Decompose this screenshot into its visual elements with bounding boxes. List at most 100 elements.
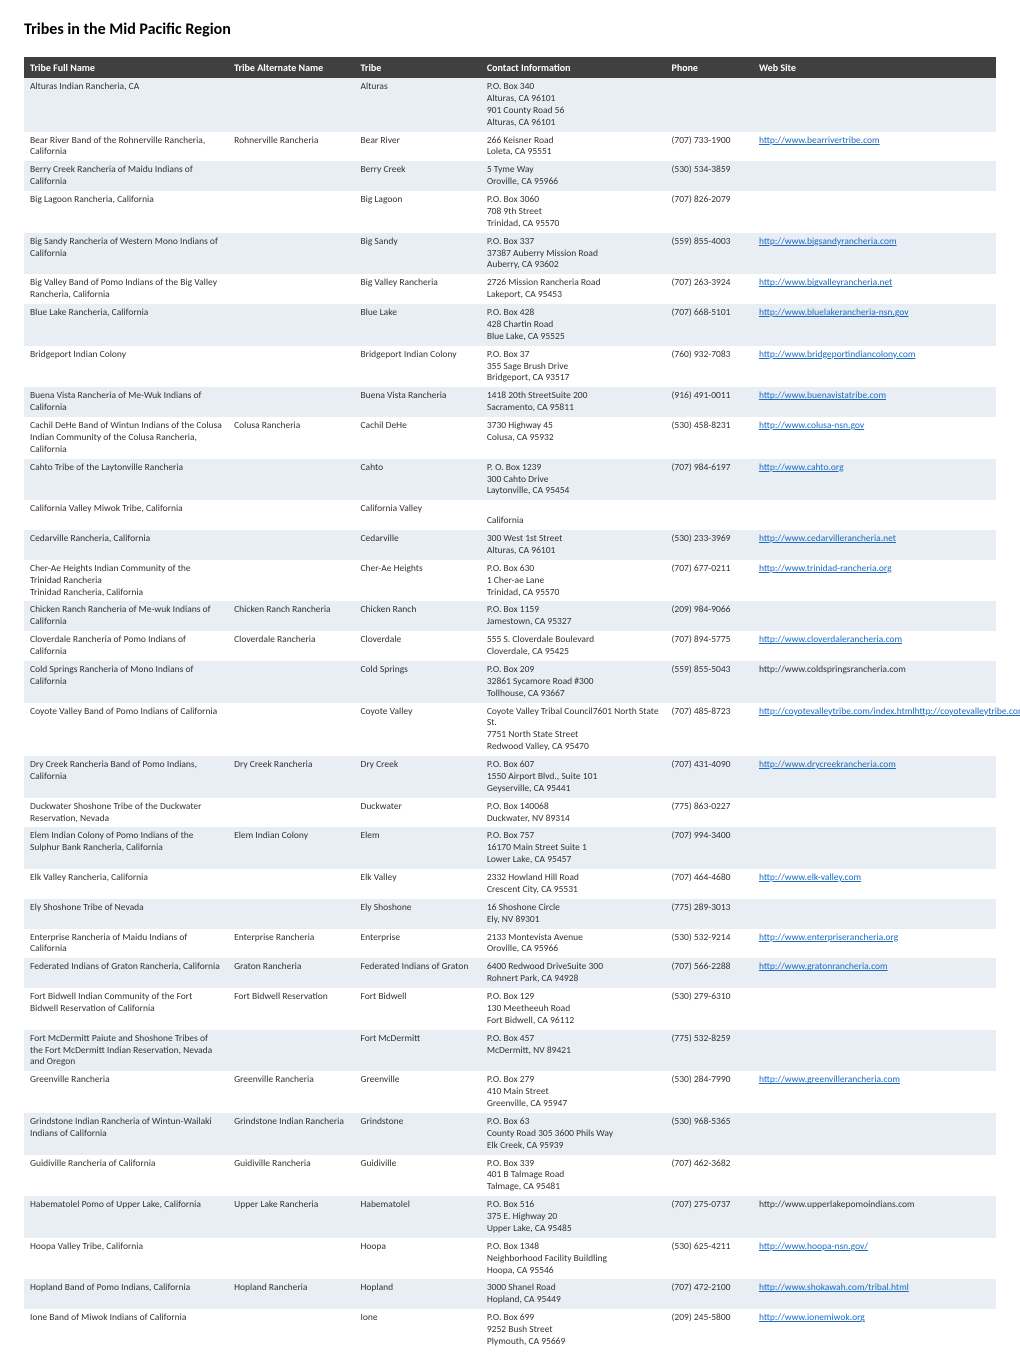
table-cell: Guidiville Rancheria of California <box>24 1155 228 1197</box>
website-link[interactable]: http://www.enterpriserancheria.org <box>759 931 898 943</box>
table-cell: Cher-Ae Heights <box>354 560 480 602</box>
table-cell <box>228 387 354 417</box>
website-link[interactable]: http://www.cedarvillerancheria.net <box>759 532 896 544</box>
table-cell: Dry Creek <box>354 756 480 798</box>
table-cell <box>228 233 354 275</box>
table-cell: http://www.cloverdalerancheria.com <box>753 631 996 661</box>
website-link[interactable]: http://www.cloverdalerancheria.com <box>759 633 902 645</box>
table-cell: 1418 20th StreetSuite 200Sacramento, CA … <box>481 387 666 417</box>
website-link[interactable]: http://www.elk-valley.com <box>759 871 861 883</box>
table-cell: Ely Shoshone <box>354 899 480 929</box>
website-link[interactable]: http://www.gratonrancheria.com <box>759 960 888 972</box>
table-cell <box>228 1309 354 1351</box>
table-cell: 300 West 1st StreetAlturas, CA 96101 <box>481 530 666 560</box>
table-cell: Elem Indian Colony of Pomo Indians of th… <box>24 827 228 869</box>
table-cell: Enterprise Rancheria <box>228 929 354 959</box>
table-cell: http://coyotevalleytribe.com/index.htmlh… <box>753 703 996 757</box>
website-link[interactable]: http://www.ionemiwok.org <box>759 1311 865 1323</box>
table-row: Fort McDermitt Paiute and Shoshone Tribe… <box>24 1030 996 1072</box>
table-cell: http://www.enterpriserancheria.org <box>753 929 996 959</box>
table-cell: Federated Indians of Graton <box>354 958 480 988</box>
table-row: Big Sandy Rancheria of Western Mono Indi… <box>24 233 996 275</box>
table-cell: (707) 472-2100 <box>666 1279 753 1309</box>
table-cell: Elem <box>354 827 480 869</box>
table-cell: Greenville <box>354 1071 480 1113</box>
table-cell: (707) 733-1900 <box>666 132 753 162</box>
table-cell: Cedarville Rancheria, California <box>24 530 228 560</box>
website-link[interactable]: http://www.hoopa-nsn.gov/ <box>759 1240 868 1252</box>
table-cell: 5 Tyme WayOroville, CA 95966 <box>481 161 666 191</box>
table-cell: Chicken Ranch Rancheria of Me-wuk Indian… <box>24 601 228 631</box>
page-title: Tribes in the Mid Pacific Region <box>24 20 996 39</box>
table-cell: (559) 855-4003 <box>666 233 753 275</box>
table-cell <box>228 1030 354 1072</box>
table-cell: Berry Creek Rancheria of Maidu Indians o… <box>24 161 228 191</box>
website-link[interactable]: http://www.greenvillerancheria.com <box>759 1073 900 1085</box>
table-cell: (707) 566-2288 <box>666 958 753 988</box>
table-cell: http://www.bigsandyrancheria.com <box>753 233 996 275</box>
table-cell: Federated Indians of Graton Rancheria, C… <box>24 958 228 988</box>
table-cell: (707) 984-6197 <box>666 459 753 501</box>
website-link[interactable]: http://www.drycreekrancheria.com <box>759 758 896 770</box>
website-link[interactable]: http://www.trinidad-rancheria.org <box>759 562 892 574</box>
table-cell <box>228 798 354 828</box>
table-row: Big Valley Band of Pomo Indians of the B… <box>24 274 996 304</box>
table-row: Dry Creek Rancheria Band of Pomo Indians… <box>24 756 996 798</box>
website-link[interactable]: http://www.shokawah.com/tribal.html <box>759 1281 909 1293</box>
table-cell: (707) 464-4680 <box>666 869 753 899</box>
table-cell: P.O. Box 37355 Sage Brush DriveBridgepor… <box>481 346 666 388</box>
website-link[interactable]: http://www.bluelakerancheria-nsn.gov <box>759 306 909 318</box>
website-link[interactable]: http://www.bigvalleyrancheria.net <box>759 276 892 288</box>
table-cell: (209) 984-9066 <box>666 601 753 631</box>
website-link[interactable]: http://www.buenavistatribe.com <box>759 389 886 401</box>
website-link[interactable]: http://www.cahto.org <box>759 461 844 473</box>
table-row: Bear River Band of the Rohnerville Ranch… <box>24 132 996 162</box>
table-row: Cold Springs Rancheria of Mono Indians o… <box>24 661 996 703</box>
table-cell: P.O. Box 457McDermitt, NV 89421 <box>481 1030 666 1072</box>
table-cell: P.O. Box 33737387 Auberry Mission RoadAu… <box>481 233 666 275</box>
table-row: Buena Vista Rancheria of Me-Wuk Indians … <box>24 387 996 417</box>
table-cell: Chicken Ranch <box>354 601 480 631</box>
website-link[interactable]: http://coyotevalleytribe.com/index.htmlh… <box>759 705 1020 717</box>
table-cell: Elk Valley Rancheria, California <box>24 869 228 899</box>
website-link[interactable]: http://www.colusa-nsn.gov <box>759 419 864 431</box>
website-link[interactable]: http://www.bridgeportindiancolony.com <box>759 348 916 360</box>
table-cell: (707) 275-0737 <box>666 1196 753 1238</box>
table-row: Elem Indian Colony of Pomo Indians of th… <box>24 827 996 869</box>
table-cell: (530) 284-7990 <box>666 1071 753 1113</box>
table-cell: Bear River Band of the Rohnerville Ranch… <box>24 132 228 162</box>
table-cell: Alturas Indian Rancheria, CA <box>24 78 228 132</box>
table-cell <box>228 703 354 757</box>
table-cell: (707) 485-8723 <box>666 703 753 757</box>
table-cell: Big Lagoon Rancheria, California <box>24 191 228 233</box>
table-cell: California <box>481 500 666 530</box>
table-row: Cahto Tribe of the Laytonville Rancheria… <box>24 459 996 501</box>
website-link[interactable]: http://www.bearrivertribe.com <box>759 134 880 146</box>
col-tribe: Tribe <box>354 57 480 78</box>
col-web-site: Web Site <box>753 57 996 78</box>
table-cell: (916) 491-0011 <box>666 387 753 417</box>
table-row: Berry Creek Rancheria of Maidu Indians o… <box>24 161 996 191</box>
table-cell: Cher-Ae Heights Indian Community of the … <box>24 560 228 602</box>
table-row: Federated Indians of Graton Rancheria, C… <box>24 958 996 988</box>
table-cell: Cloverdale Rancheria <box>228 631 354 661</box>
table-row: Cloverdale Rancheria of Pomo Indians of … <box>24 631 996 661</box>
table-cell: http://www.bearrivertribe.com <box>753 132 996 162</box>
table-row: Enterprise Rancheria of Maidu Indians of… <box>24 929 996 959</box>
table-cell: Cold Springs <box>354 661 480 703</box>
table-row: Cedarville Rancheria, CaliforniaCedarvil… <box>24 530 996 560</box>
table-cell: http://www.hoopa-nsn.gov/ <box>753 1238 996 1280</box>
table-cell: (530) 458-8231 <box>666 417 753 459</box>
table-cell <box>228 661 354 703</box>
table-cell: 266 Keisner RoadLoleta, CA 95551 <box>481 132 666 162</box>
table-cell: Dry Creek Rancheria Band of Pomo Indians… <box>24 756 228 798</box>
table-cell: Big Valley Band of Pomo Indians of the B… <box>24 274 228 304</box>
table-cell: 3730 Highway 45Colusa, CA 95932 <box>481 417 666 459</box>
table-cell: 2726 Mission Rancheria RoadLakeport, CA … <box>481 274 666 304</box>
table-cell: http://www.coldspringsrancheria.com <box>753 661 996 703</box>
website-link[interactable]: http://www.bigsandyrancheria.com <box>759 235 897 247</box>
table-cell: Cahto Tribe of the Laytonville Rancheria <box>24 459 228 501</box>
col-phone: Phone <box>666 57 753 78</box>
table-cell: Elk Valley <box>354 869 480 899</box>
table-row: Grindstone Indian Rancheria of Wintun-Wa… <box>24 1113 996 1155</box>
